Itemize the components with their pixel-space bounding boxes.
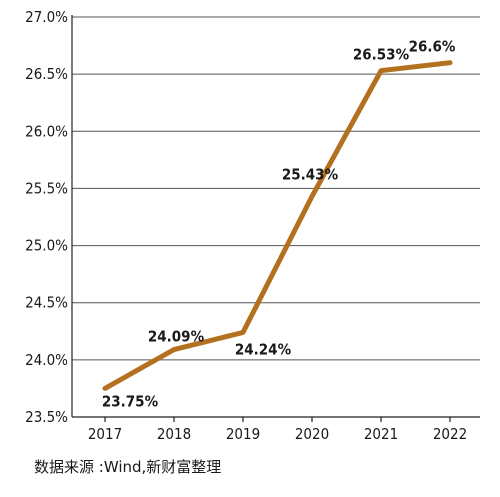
y-tick-label: 25.0% <box>25 237 68 255</box>
series-line <box>102 60 453 391</box>
y-tick-label: 26.5% <box>25 65 68 83</box>
y-tick-label: 24.0% <box>25 351 68 369</box>
x-axis-tick-labels: 2017 2018 2019 2020 2021 2022 <box>88 425 467 443</box>
series-layer <box>102 60 453 391</box>
y-tick-label: 23.5% <box>25 408 68 426</box>
data-label: 24.09% <box>148 328 205 346</box>
source-note: 数据来源 :Wind,新财富整理 <box>34 458 222 476</box>
data-label: 24.24% <box>235 340 292 358</box>
x-tick-label: 2020 <box>295 425 329 443</box>
x-tick-label: 2019 <box>226 425 260 443</box>
y-tick-label: 24.5% <box>25 294 68 312</box>
axes <box>71 15 480 422</box>
y-tick-label: 25.5% <box>25 179 68 197</box>
data-label: 26.53% <box>353 46 410 64</box>
y-tick-label: 27.0% <box>25 8 68 26</box>
x-tick-label: 2017 <box>88 425 122 443</box>
x-tick-label: 2021 <box>364 425 398 443</box>
data-label: 26.6% <box>409 38 456 56</box>
x-tick-label: 2018 <box>157 425 191 443</box>
grid-lines <box>72 16 480 361</box>
data-labels: 23.75% 24.09% 24.24% 25.43% 26.53% 26.6% <box>102 38 456 411</box>
y-axis-tick-labels: 23.5% 24.0% 24.5% 25.0% 25.5% 26.0% 26.5% 27.0% <box>25 8 68 426</box>
y-tick-label: 26.0% <box>25 122 68 140</box>
data-label: 23.75% <box>102 392 159 410</box>
x-tick-label: 2022 <box>433 425 467 443</box>
data-label: 25.43% <box>282 165 339 183</box>
